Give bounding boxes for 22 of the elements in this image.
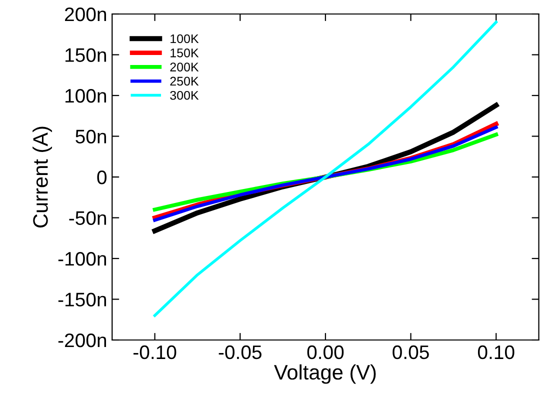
x-axis-title: Voltage (V) [274, 364, 376, 384]
y-tick-label: -150n [58, 292, 106, 306]
legend-label: 100K [170, 34, 199, 44]
legend-label: 200K [170, 62, 199, 72]
y-tick-label: 200n [65, 7, 106, 22]
y-tick-label: -200n [58, 333, 106, 348]
x-tick-label: -0.05 [218, 345, 262, 360]
y-tick-label: 100n [66, 88, 106, 103]
y-axis-title: Current (A) [32, 126, 52, 228]
y-tick-label: 50n [76, 130, 106, 144]
y-tick-label: -50n [69, 211, 106, 225]
legend-label: 250K [170, 76, 199, 86]
y-tick-label: 0 [97, 170, 107, 184]
line-series [153, 20, 498, 317]
legend-label: 150K [170, 48, 199, 58]
x-tick-label: -0.10 [134, 345, 176, 360]
y-tick-label: 150n [66, 48, 106, 62]
x-tick-label: 0.05 [392, 345, 429, 360]
legend-label: 300K [170, 90, 199, 100]
y-tick-label: -100n [58, 252, 106, 266]
x-tick-label: 0.00 [307, 345, 344, 360]
x-tick-label: 0.10 [478, 345, 514, 360]
